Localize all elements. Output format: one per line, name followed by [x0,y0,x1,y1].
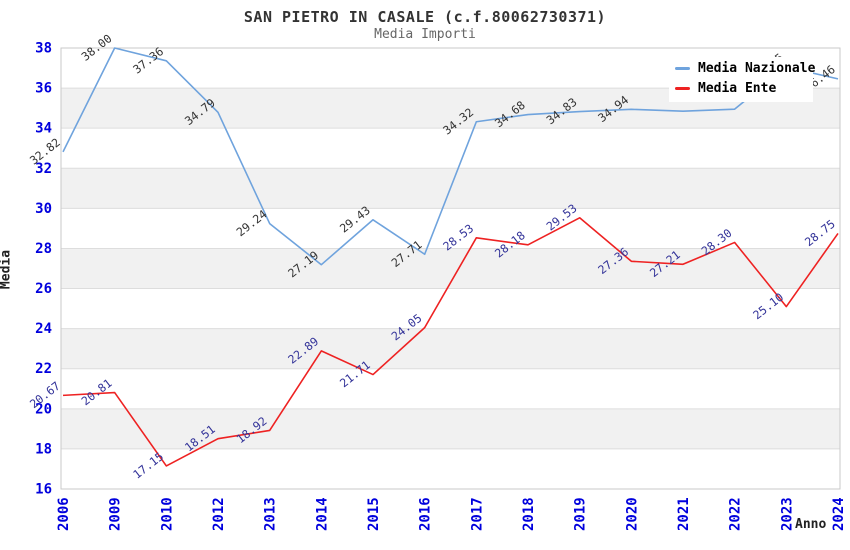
point-label: 20.81 [79,376,115,408]
legend-item-ente: Media Ente [675,81,807,96]
x-tick-label: 2014 [314,497,330,531]
chart-subtitle: Media Importi [374,27,476,42]
point-label: 28.75 [802,217,838,249]
legend-item-nazionale: Media Nazionale [675,61,815,76]
x-tick-label: 2010 [159,497,175,531]
x-tick-label: 2022 [728,497,744,531]
legend-label-nazionale: Media Nazionale [698,61,816,76]
y-tick-label: 38 [35,41,52,57]
ente-line-swatch-icon [675,87,690,90]
legend-label-ente: Media Ente [698,81,777,96]
x-tick-label: 2009 [108,497,124,531]
x-tick-label: 2020 [624,497,640,531]
point-label: 37.36 [130,44,166,76]
y-tick-label: 18 [35,441,52,457]
x-tick-label: 2017 [469,497,485,531]
series-line-media-nazionale [62,47,839,266]
y-tick-label: 22 [35,361,52,377]
series-line-media-ente [62,216,839,467]
y-tick-label: 30 [35,201,52,217]
x-tick-label: 2015 [366,497,382,531]
y-tick-label: 24 [35,321,52,337]
y-tick-label: 32 [35,161,52,177]
x-tick-label: 2013 [263,497,279,531]
y-axis-title: Media [0,249,14,290]
plot-band [61,328,840,369]
y-tick-label: 20 [35,401,52,417]
y-tick-label: 26 [35,281,52,297]
nazionale-line-swatch-icon [675,67,690,70]
y-tick-label: 34 [35,121,52,137]
y-tick-label: 28 [35,241,52,257]
x-tick-label: 2016 [418,497,434,531]
point-label: 29.24 [234,207,270,239]
y-tick-label: 36 [35,81,52,97]
plot-band [61,408,840,449]
legend: Media Nazionale Media Ente [669,57,815,102]
x-tick-label: 2006 [56,497,72,531]
x-tick-label: 2024 [831,497,847,531]
point-label: 25.10 [750,290,786,322]
plot-border [60,47,841,490]
point-label: 17.15 [130,449,166,481]
chart-title: SAN PIETRO IN CASALE (c.f.80062730371) [243,8,607,26]
y-tick-label: 16 [35,482,52,498]
x-tick-label: 2021 [676,497,692,531]
x-axis-title: Anno [795,517,827,532]
x-tick-label: 2018 [521,497,537,531]
x-tick-label: 2023 [779,497,795,531]
x-tick-label: 2019 [573,497,589,531]
x-tick-label: 2012 [211,497,227,531]
